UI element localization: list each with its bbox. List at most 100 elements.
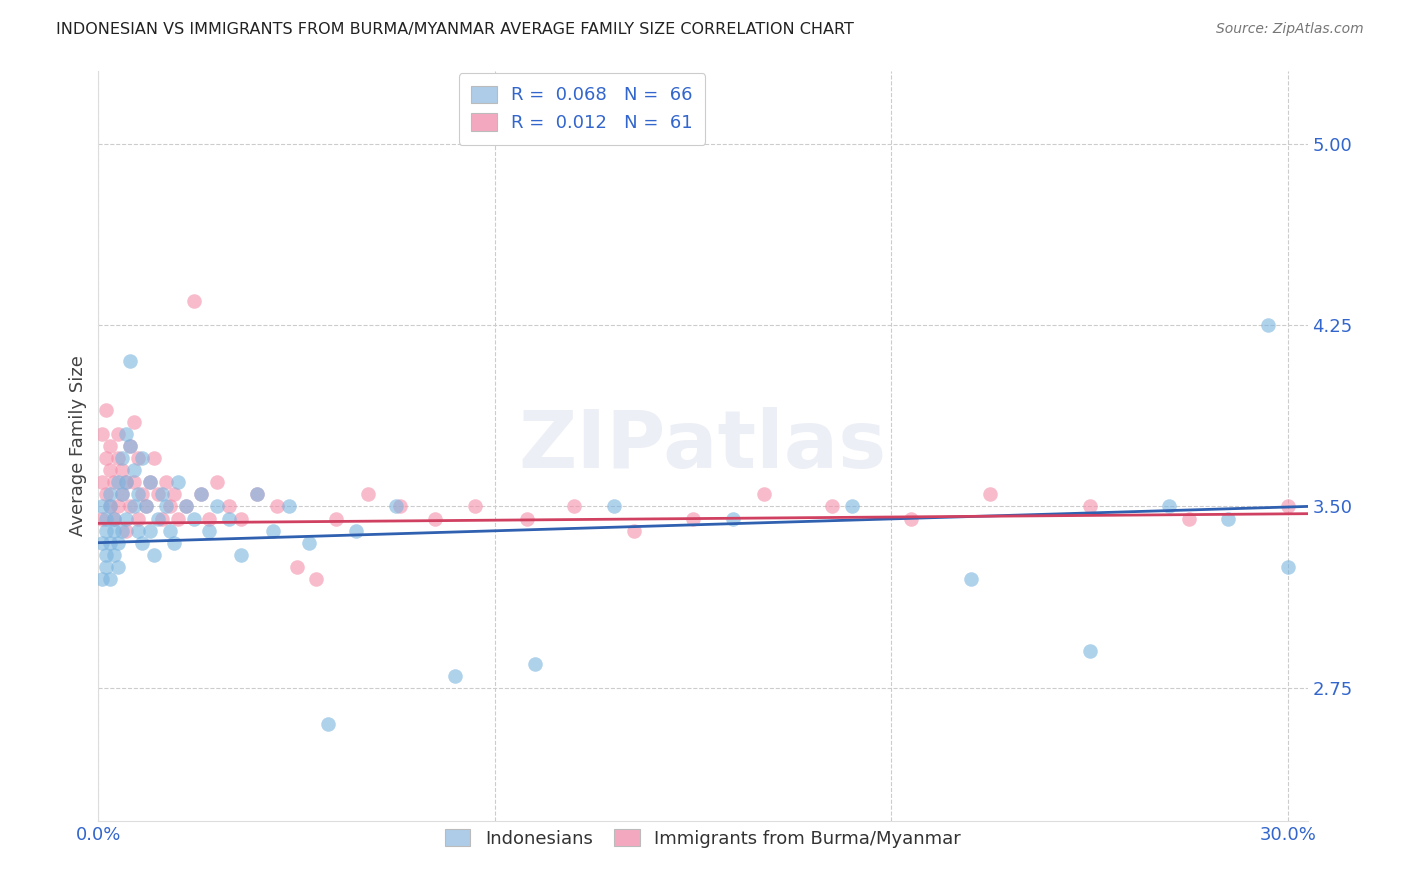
Point [131, 535, 153, 549]
Point [96, 548, 118, 562]
Point [207, 475, 229, 490]
Point [305, 572, 328, 586]
Point [96, 402, 118, 417]
Point [754, 487, 776, 501]
Point [464, 500, 486, 514]
Point [127, 524, 149, 538]
Point [103, 524, 125, 538]
Text: Source: ZipAtlas.com: Source: ZipAtlas.com [1216, 22, 1364, 37]
Point [266, 500, 288, 514]
Point [218, 511, 240, 525]
Point [98, 500, 121, 514]
Point [190, 487, 212, 501]
Point [103, 548, 125, 562]
Point [122, 415, 145, 429]
Point [357, 487, 380, 501]
Point [150, 487, 173, 501]
Point [135, 500, 157, 514]
Point [682, 511, 704, 525]
Point [96, 487, 118, 501]
Point [127, 511, 149, 525]
Point [127, 451, 149, 466]
Point [91, 511, 114, 525]
Point [107, 451, 129, 466]
Point [127, 487, 149, 501]
Point [115, 524, 138, 538]
Point [111, 463, 134, 477]
Point [120, 439, 142, 453]
Point [107, 559, 129, 574]
Point [150, 511, 173, 525]
Point [1078, 644, 1101, 658]
Point [344, 524, 367, 538]
Point [115, 511, 138, 525]
Point [444, 668, 467, 682]
Point [231, 548, 253, 562]
Text: INDONESIAN VS IMMIGRANTS FROM BURMA/MYANMAR AVERAGE FAMILY SIZE CORRELATION CHAR: INDONESIAN VS IMMIGRANTS FROM BURMA/MYAN… [56, 22, 853, 37]
Point [198, 511, 221, 525]
Point [900, 511, 922, 525]
Point [183, 293, 205, 308]
Point [523, 657, 546, 671]
Point [603, 500, 626, 514]
Point [1177, 511, 1199, 525]
Point [91, 500, 114, 514]
Point [120, 500, 142, 514]
Point [96, 451, 118, 466]
Point [98, 487, 121, 501]
Point [107, 426, 129, 441]
Point [623, 524, 645, 538]
Point [190, 487, 212, 501]
Point [198, 524, 221, 538]
Point [516, 511, 538, 525]
Point [325, 511, 347, 525]
Point [103, 475, 125, 490]
Point [246, 487, 269, 501]
Point [122, 500, 145, 514]
Point [146, 487, 169, 501]
Point [115, 475, 138, 490]
Point [318, 717, 340, 731]
Point [131, 487, 153, 501]
Y-axis label: Average Family Size: Average Family Size [69, 356, 87, 536]
Point [96, 559, 118, 574]
Point [1218, 511, 1240, 525]
Point [425, 511, 447, 525]
Point [107, 535, 129, 549]
Point [183, 511, 205, 525]
Point [841, 500, 863, 514]
Point [91, 535, 114, 549]
Point [979, 487, 1001, 501]
Point [246, 487, 269, 501]
Point [96, 524, 118, 538]
Point [262, 524, 284, 538]
Point [1157, 500, 1180, 514]
Point [122, 463, 145, 477]
Point [384, 500, 406, 514]
Point [166, 511, 188, 525]
Point [1277, 559, 1299, 574]
Point [146, 511, 169, 525]
Point [96, 511, 118, 525]
Point [98, 439, 121, 453]
Legend: Indonesians, Immigrants from Burma/Myanmar: Indonesians, Immigrants from Burma/Myanm… [436, 820, 970, 856]
Point [131, 451, 153, 466]
Point [142, 451, 165, 466]
Point [120, 439, 142, 453]
Point [120, 354, 142, 368]
Point [1078, 500, 1101, 514]
Point [721, 511, 744, 525]
Point [107, 500, 129, 514]
Point [111, 487, 134, 501]
Point [163, 487, 186, 501]
Point [122, 475, 145, 490]
Point [139, 524, 162, 538]
Point [388, 500, 411, 514]
Point [159, 500, 181, 514]
Point [142, 548, 165, 562]
Point [1277, 500, 1299, 514]
Point [166, 475, 188, 490]
Point [174, 500, 197, 514]
Point [155, 475, 177, 490]
Point [277, 500, 299, 514]
